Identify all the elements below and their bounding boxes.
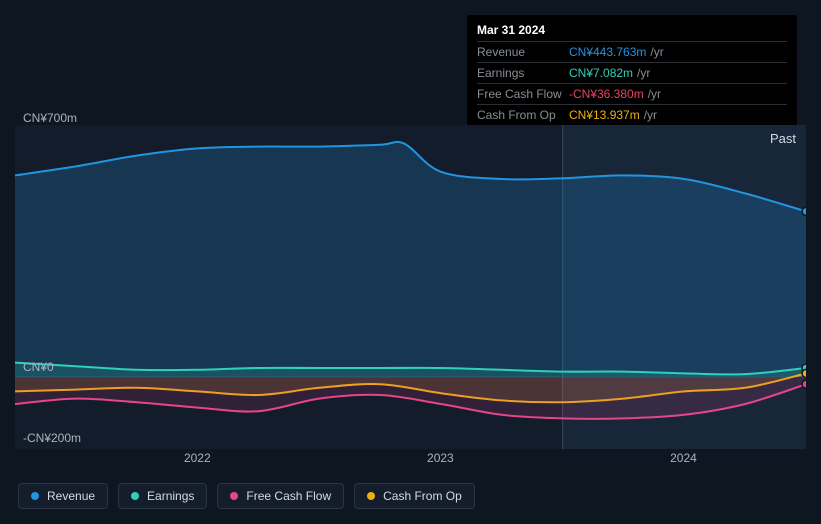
tooltip-row: Cash From OpCN¥13.937m/yr [477,104,787,125]
legend-dot-icon [230,492,238,500]
y-axis-label: -CN¥200m [23,431,81,445]
tooltip-label: Cash From Op [477,108,569,122]
legend-dot-icon [367,492,375,500]
legend-dot-icon [31,492,39,500]
tooltip-row: EarningsCN¥7.082m/yr [477,62,787,83]
tooltip-value: CN¥443.763m [569,45,646,59]
tooltip-row: RevenueCN¥443.763m/yr [477,41,787,62]
tooltip-label: Revenue [477,45,569,59]
tooltip-row: Free Cash Flow-CN¥36.380m/yr [477,83,787,104]
tooltip-value: CN¥13.937m [569,108,640,122]
legend-item[interactable]: Free Cash Flow [217,483,344,509]
legend-item[interactable]: Earnings [118,483,207,509]
past-label: Past [770,131,796,146]
tooltip-label: Free Cash Flow [477,87,569,101]
tooltip-suffix: /yr [650,45,663,59]
tooltip: Mar 31 2024 RevenueCN¥443.763m/yrEarning… [467,15,797,131]
tooltip-suffix: /yr [637,66,650,80]
legend-label: Earnings [147,489,194,503]
legend-label: Free Cash Flow [246,489,331,503]
x-axis-label: 2022 [184,451,211,465]
y-axis-label: CN¥700m [23,111,77,125]
legend-dot-icon [131,492,139,500]
x-axis-label: 2024 [670,451,697,465]
tooltip-label: Earnings [477,66,569,80]
tooltip-suffix: /yr [644,108,657,122]
legend-item[interactable]: Revenue [18,483,108,509]
y-axis-label: CN¥0 [23,360,54,374]
legend-item[interactable]: Cash From Op [354,483,475,509]
chart-area[interactable] [15,125,806,449]
tooltip-date: Mar 31 2024 [477,21,787,41]
legend-label: Revenue [47,489,95,503]
x-axis-label: 2023 [427,451,454,465]
legend: Revenue Earnings Free Cash Flow Cash From O… [18,483,475,509]
x-axis-labels: 2022 2023 2024 [15,451,806,469]
tooltip-value: CN¥7.082m [569,66,633,80]
tooltip-suffix: /yr [648,87,661,101]
chart-svg [15,125,806,449]
tooltip-value: -CN¥36.380m [569,87,644,101]
legend-label: Cash From Op [383,489,462,503]
